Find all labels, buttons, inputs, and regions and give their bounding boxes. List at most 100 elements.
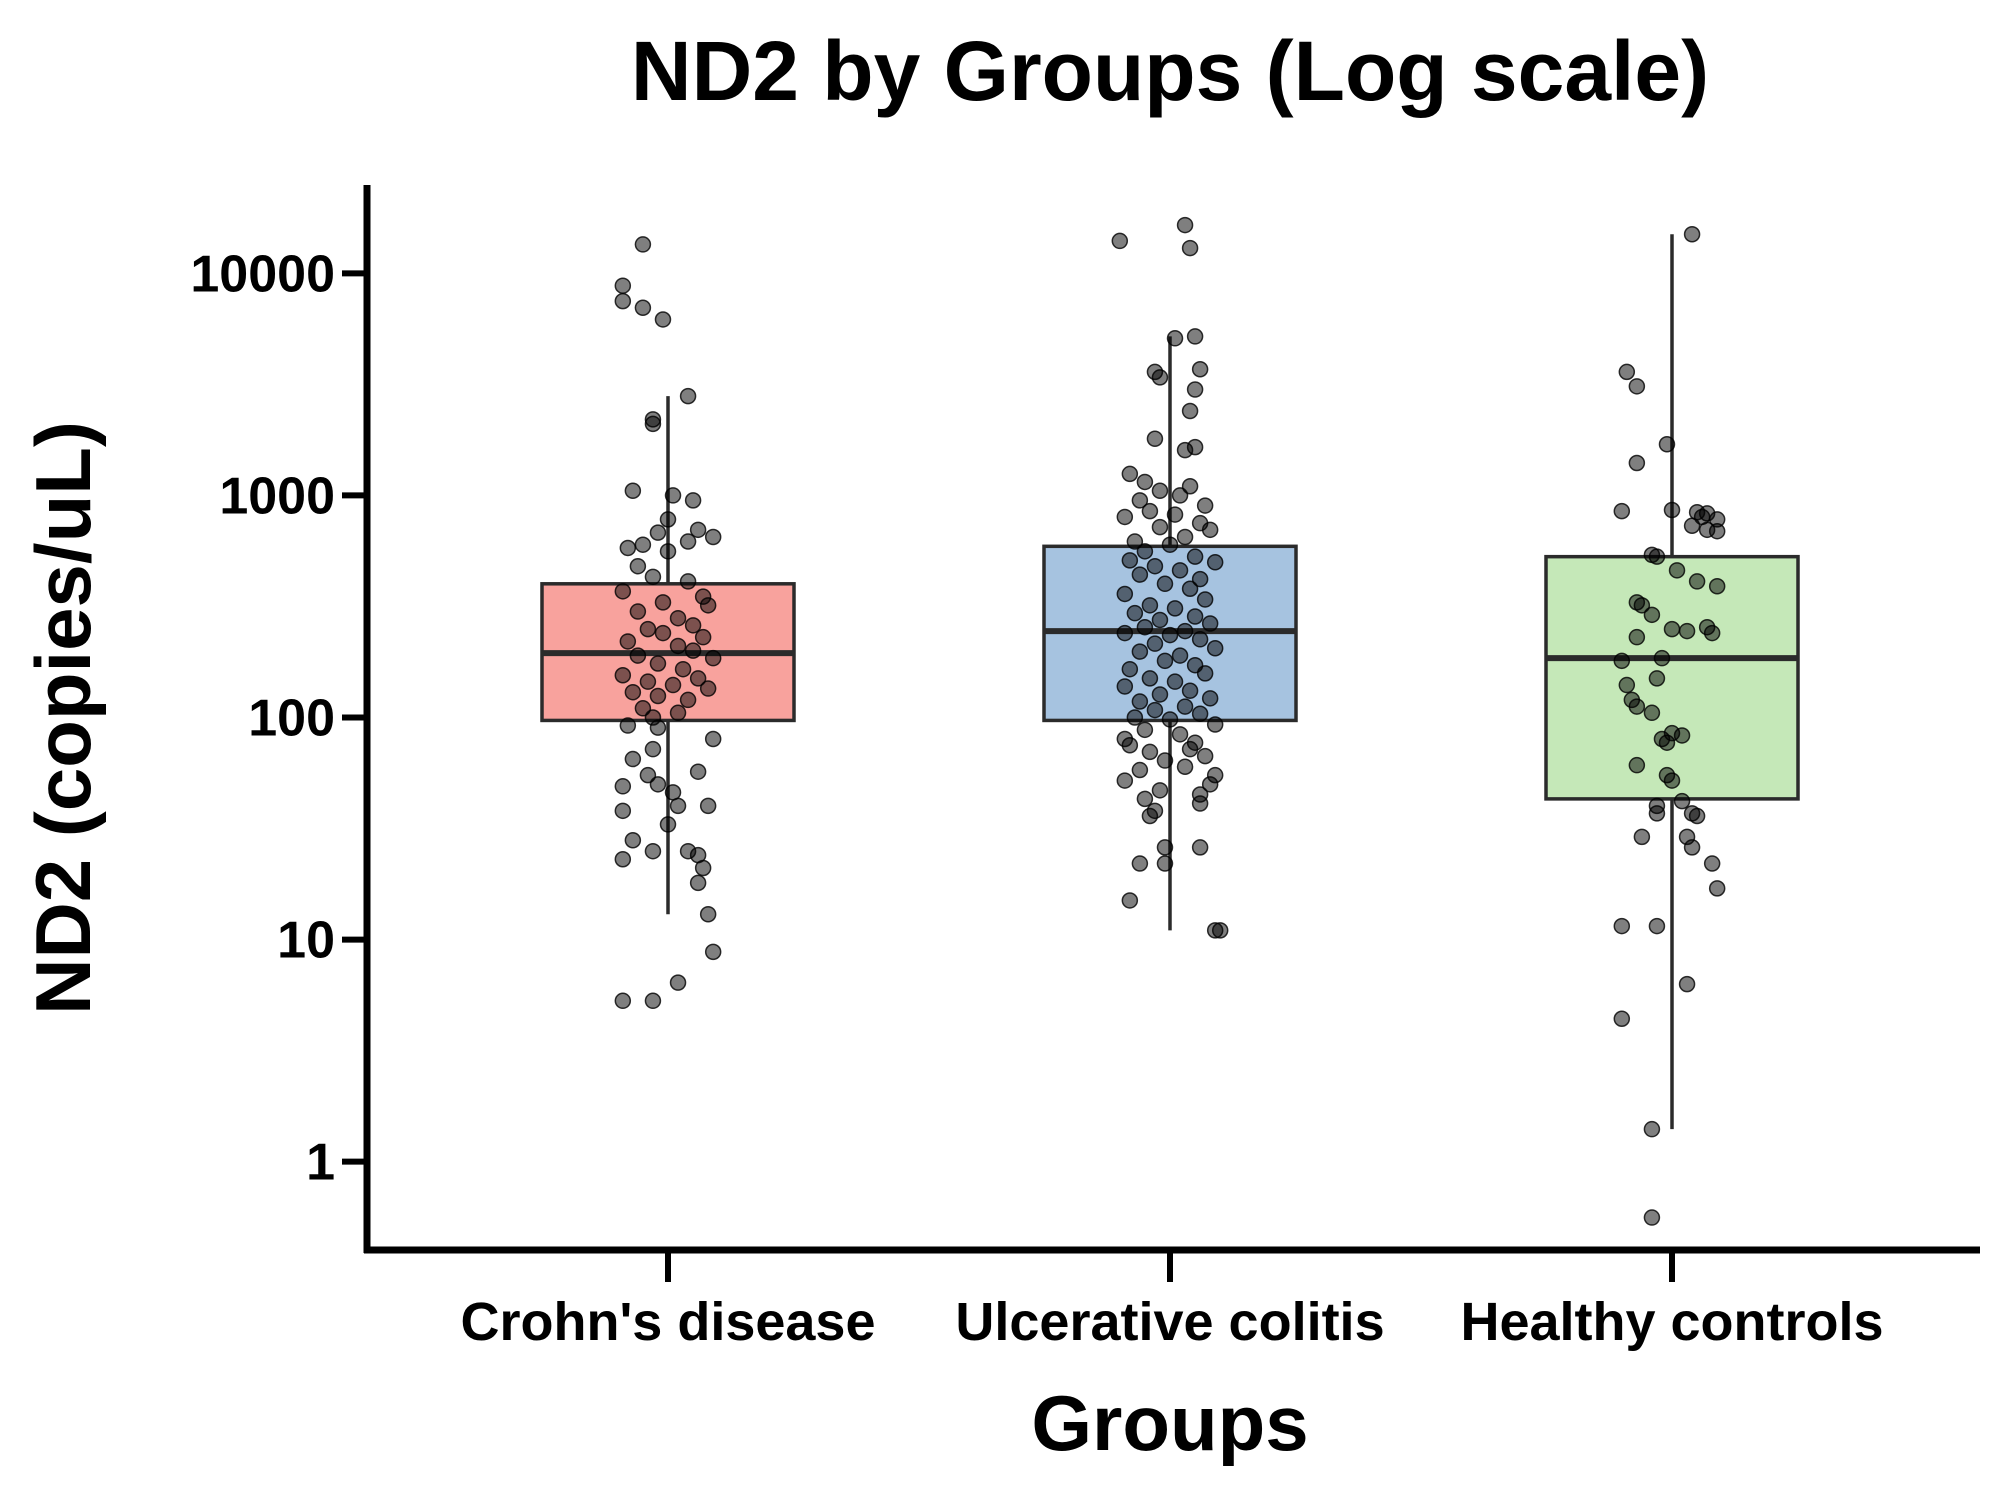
data-point [1703, 624, 1721, 642]
data-point [1206, 554, 1224, 571]
data-point [1678, 975, 1696, 993]
data-point [1628, 756, 1646, 774]
data-point [1648, 670, 1666, 687]
data-point [1116, 508, 1134, 526]
data-point [624, 482, 642, 499]
data-point [1628, 698, 1646, 715]
data-point [1181, 682, 1199, 699]
data-point [634, 236, 652, 253]
data-point [1206, 922, 1224, 939]
data-point [1121, 465, 1139, 483]
data-point [1196, 497, 1214, 514]
data-point [664, 676, 682, 694]
data-point [1628, 378, 1646, 395]
data-point [1176, 698, 1194, 715]
data-point [689, 521, 707, 539]
data-point [614, 850, 632, 868]
data-point [1678, 622, 1696, 640]
data-point [1201, 776, 1219, 793]
data-point [1643, 704, 1661, 722]
data-point [1618, 676, 1636, 694]
data-point [699, 906, 717, 923]
data-point [1206, 640, 1224, 657]
data-point [1643, 1120, 1661, 1138]
data-point [649, 655, 667, 672]
data-point [1171, 726, 1189, 743]
data-point [1633, 597, 1651, 614]
data-point [1196, 747, 1214, 765]
data-point [684, 617, 702, 634]
data-point [1151, 611, 1169, 629]
data-point [1673, 792, 1691, 810]
data-point [1648, 805, 1666, 822]
data-point [624, 832, 642, 849]
data-point [1116, 772, 1134, 789]
data-point [684, 492, 702, 509]
data-point [629, 647, 647, 664]
data-point [644, 415, 662, 433]
data-point [1121, 892, 1139, 909]
data-point [1131, 566, 1149, 583]
data-point [1613, 502, 1631, 520]
data-point [1181, 477, 1199, 495]
data-point [1161, 626, 1179, 644]
data-point [1156, 652, 1174, 670]
data-point [1131, 492, 1149, 509]
data-point [619, 717, 637, 734]
data-point [1176, 528, 1194, 546]
data-point [1151, 782, 1169, 799]
y-tick-label-100: 100 [248, 690, 335, 748]
data-point [1186, 608, 1204, 625]
data-point [1126, 709, 1144, 726]
data-point [684, 642, 702, 659]
data-point [669, 704, 687, 722]
data-point [614, 992, 632, 1010]
data-point [639, 766, 657, 784]
data-point [619, 633, 637, 650]
data-point [1613, 917, 1631, 935]
data-point [1191, 570, 1209, 588]
data-point [669, 637, 687, 655]
data-point [1643, 1209, 1661, 1226]
data-point [1121, 552, 1139, 569]
data-point [639, 673, 657, 690]
data-point [679, 573, 697, 590]
data-point [624, 683, 642, 701]
data-point [659, 543, 677, 560]
data-point [629, 557, 647, 575]
data-point [699, 597, 717, 614]
data-point [1191, 839, 1209, 856]
data-point [699, 797, 717, 815]
box-group-crohn-s-disease [540, 396, 796, 915]
points-ulcerative-colitis [1111, 216, 1229, 939]
data-point [1708, 880, 1726, 897]
data-point [1688, 573, 1706, 590]
data-point [689, 670, 707, 687]
data-point [1136, 543, 1154, 560]
data-point [704, 943, 722, 961]
data-point [1141, 670, 1159, 687]
data-point [1116, 678, 1134, 695]
data-point [1131, 643, 1149, 660]
data-point [689, 874, 707, 892]
data-point [654, 594, 672, 611]
data-point [1673, 727, 1691, 744]
data-point [1191, 795, 1209, 812]
data-point [1126, 533, 1144, 550]
data-point [1658, 436, 1676, 453]
data-point [1683, 805, 1701, 822]
data-point [1663, 620, 1681, 638]
data-point [649, 687, 667, 705]
box-healthy-controls [1544, 554, 1800, 801]
data-point [644, 740, 662, 758]
data-point [669, 974, 687, 991]
data-point [1146, 557, 1164, 575]
data-point [614, 583, 632, 600]
y-tick-label-10000: 10000 [190, 245, 335, 303]
data-point [654, 311, 672, 328]
data-point [634, 700, 652, 717]
data-point [1161, 711, 1179, 728]
data-point [1151, 369, 1169, 386]
data-point [679, 387, 697, 405]
data-point [659, 816, 677, 833]
